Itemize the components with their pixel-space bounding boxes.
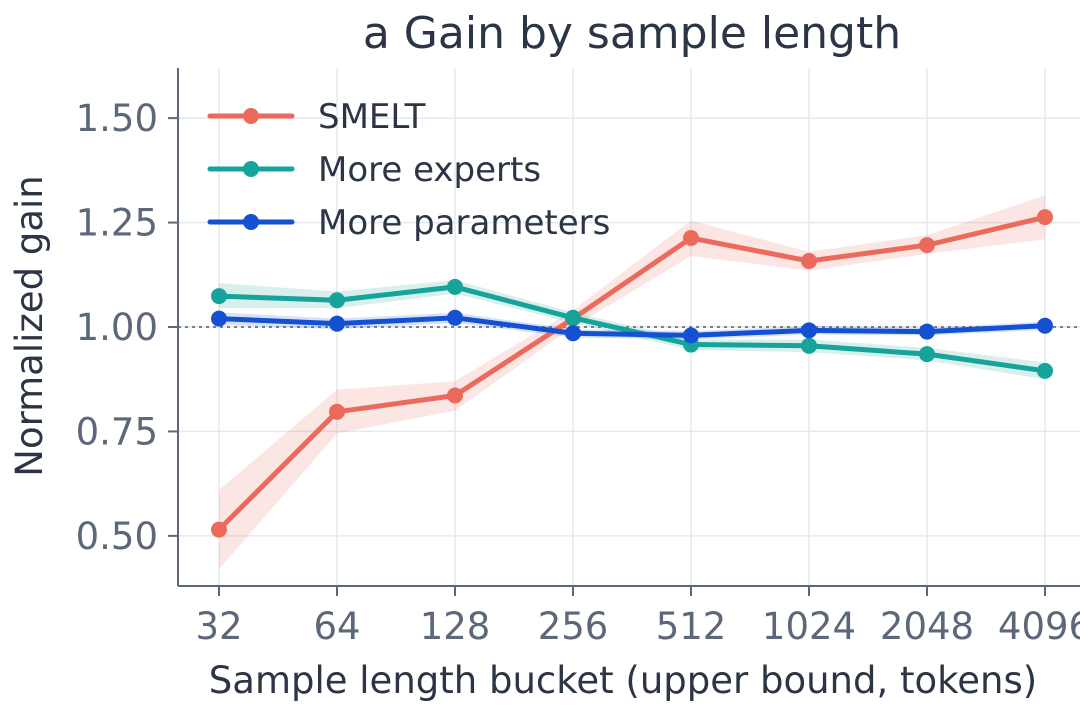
more-experts-point	[329, 292, 345, 309]
more-experts-point	[447, 278, 463, 295]
confidence-bands	[219, 195, 1045, 570]
smelt-line	[216, 214, 1048, 533]
more-parameters-point	[211, 310, 227, 327]
y-axis-label: Normalized gain	[8, 175, 51, 476]
more-parameters-point	[919, 323, 935, 340]
more-parameters-point	[565, 325, 581, 342]
legend: SMELT More experts More parameters	[207, 97, 610, 243]
more-parameters-point	[447, 309, 463, 326]
legend-label: SMELT	[318, 97, 426, 137]
y-tick-label: 0.50	[76, 515, 158, 558]
more-parameters-point	[329, 315, 345, 332]
y-tick-label: 1.25	[76, 202, 158, 245]
more-experts-point	[1037, 362, 1053, 379]
legend-label: More experts	[318, 150, 541, 190]
more-parameters-point	[801, 322, 817, 339]
more-parameters-point	[683, 327, 699, 344]
legend-swatch-marker	[243, 108, 259, 124]
more-experts-point	[211, 288, 227, 305]
legend-item-more-parameters: More parameters	[207, 203, 610, 243]
tick-labels: 0.50 0.75 1.00 1.25 1.50 32 64 128 256 512 1024 204…	[76, 97, 1080, 648]
more-experts-line	[216, 284, 1048, 374]
y-tick-label: 0.75	[76, 410, 158, 453]
smelt-point	[447, 387, 463, 404]
legend-item-more-experts: More experts	[207, 150, 541, 190]
x-tick-label: 32	[195, 605, 242, 648]
axes	[168, 68, 1080, 596]
y-tick-label: 1.00	[76, 306, 158, 349]
smelt-point	[801, 252, 817, 269]
legend-label: More parameters	[318, 203, 610, 243]
x-tick-label: 2048	[880, 605, 974, 648]
smelt-point	[1037, 209, 1053, 226]
x-tick-label: 128	[420, 605, 491, 648]
series-lines	[211, 209, 1053, 538]
legend-swatch-marker	[243, 161, 259, 177]
x-tick-label: 1024	[762, 605, 856, 648]
more-experts-point	[565, 309, 581, 326]
chart-title: a Gain by sample length	[363, 8, 901, 59]
x-tick-label: 512	[656, 605, 727, 648]
more-parameters-point	[1037, 317, 1053, 334]
smelt-band	[219, 195, 1045, 570]
x-tick-label: 256	[538, 605, 609, 648]
legend-swatch-marker	[243, 214, 259, 230]
more-experts-point	[919, 346, 935, 363]
smelt-point	[919, 237, 935, 254]
smelt-point	[683, 230, 699, 247]
y-tick-label: 1.50	[76, 97, 158, 140]
x-tick-label: 4096	[998, 605, 1080, 648]
smelt-point	[329, 403, 345, 420]
x-tick-label: 64	[313, 605, 360, 648]
x-axis-label: Sample length bucket (upper bound, token…	[209, 659, 1037, 702]
more-parameters-line	[216, 315, 1048, 338]
legend-item-smelt: SMELT	[207, 97, 426, 137]
smelt-point	[211, 521, 227, 538]
more-experts-point	[801, 337, 817, 354]
